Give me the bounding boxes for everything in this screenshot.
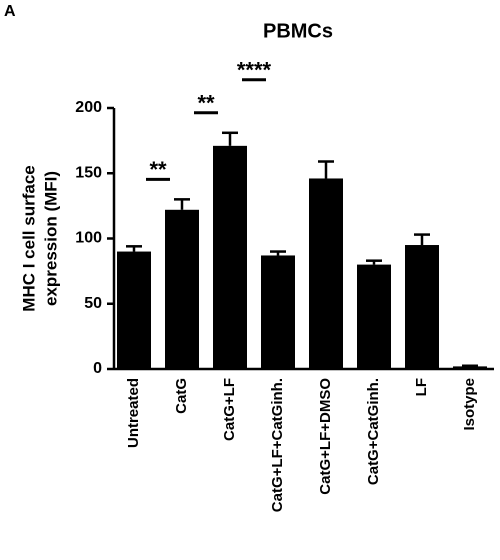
significance-label: **	[197, 91, 215, 116]
bar	[405, 245, 439, 369]
y-tick-label: 200	[75, 99, 102, 116]
x-tick-label: CatG	[173, 378, 190, 414]
y-axis-label: MHC I cell surface	[19, 165, 38, 311]
y-tick-label: 50	[84, 295, 102, 312]
significance-label: ****	[237, 58, 272, 83]
bar	[213, 145, 247, 369]
y-axis-label: expression (MFI)	[41, 171, 60, 306]
bar	[165, 209, 199, 369]
y-tick-label: 150	[75, 164, 102, 181]
y-tick-label: 0	[93, 360, 102, 377]
significance-label: **	[149, 157, 167, 182]
x-tick-label: Untreated	[125, 378, 142, 448]
bar	[453, 366, 487, 369]
bar	[261, 255, 295, 369]
chart-title: PBMCs	[263, 20, 333, 42]
panel-label: A	[4, 3, 16, 20]
x-tick-label: LF	[413, 378, 430, 396]
y-tick-label: 100	[75, 230, 102, 247]
bar	[117, 251, 151, 369]
x-tick-label: CatG+LF	[221, 378, 238, 441]
bar	[309, 178, 343, 369]
x-tick-label: CatG+LF+DMSO	[317, 378, 334, 495]
x-tick-label: CatG+CatGinh.	[365, 378, 382, 485]
bar	[357, 264, 391, 369]
x-tick-label: CatG+LF+CatGinh.	[269, 378, 286, 512]
x-tick-label: Isotype	[461, 378, 478, 431]
